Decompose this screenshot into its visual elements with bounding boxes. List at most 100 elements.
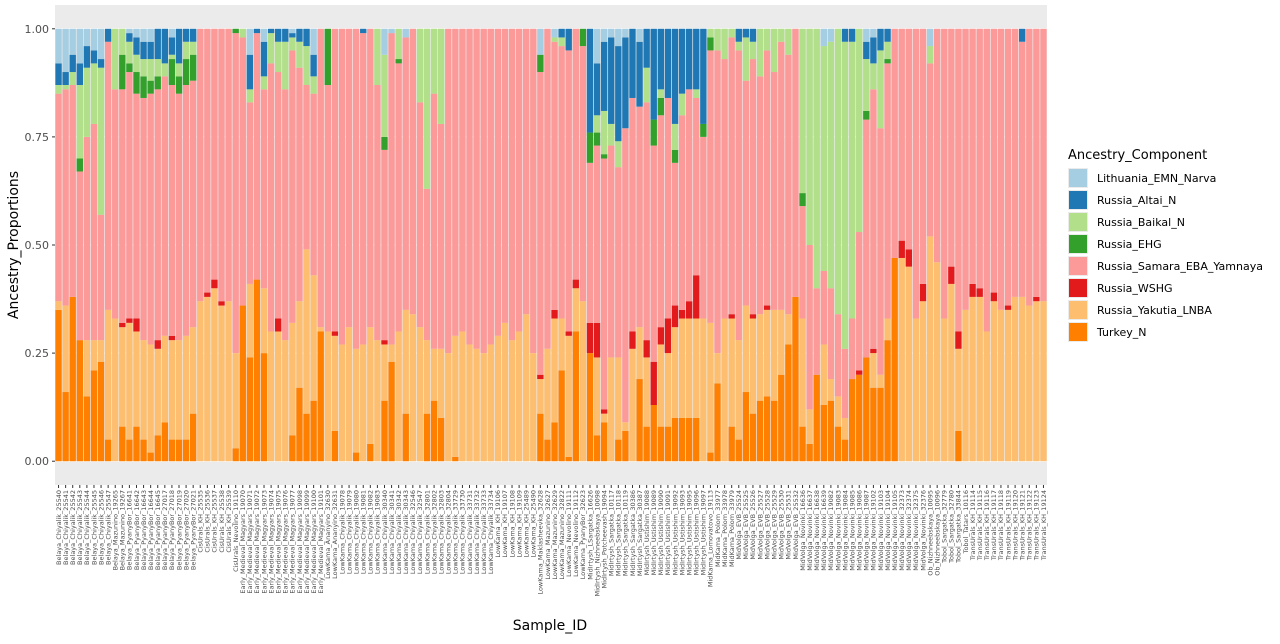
bar-segment [126, 33, 133, 42]
bar-segment [119, 327, 126, 427]
bar-segment [246, 102, 254, 284]
bar-segment [317, 28, 324, 328]
bar-segment [997, 28, 1005, 310]
bar-segment [331, 430, 339, 462]
x-tick-label: Belaya_PyanyBor_16645 [154, 490, 162, 570]
bar-segment [558, 318, 565, 371]
bar-segment [976, 28, 983, 289]
bar-segment [282, 89, 289, 341]
bar-segment [693, 275, 700, 319]
x-tick-label: Belaya_Mazunino_19267 [119, 490, 127, 570]
x-tick-label: MidIrtysh_Sargatka_10118 [615, 490, 623, 576]
bar-segment [600, 110, 608, 155]
bar-segment [735, 439, 742, 462]
bar-segment [735, 340, 742, 440]
bar-segment [76, 158, 83, 172]
bar-segment [140, 59, 147, 77]
bar-segment [891, 257, 898, 462]
bar-segment [657, 344, 665, 427]
bar-segment [848, 379, 856, 462]
bar-segment [806, 409, 813, 444]
bar-segment [685, 417, 693, 462]
x-tick-label: LowKama_Chiyalik_30341 [388, 490, 396, 574]
x-tick-label: LowKama_Chiyalik_32546 [409, 490, 417, 574]
x-tick-label: LowKama_Chiyalik_32547 [416, 490, 424, 574]
bar-segment [593, 145, 601, 323]
legend-title: Ancestry_Component [1068, 148, 1207, 163]
bar-segment [126, 63, 133, 73]
y-tick-label: 0.75 [25, 131, 50, 144]
legend-swatch [1069, 169, 1087, 187]
x-tick-label: MidIrtysh_Ustishim_19092 [671, 490, 679, 575]
bar-segment [650, 119, 657, 146]
bar-segment [763, 305, 771, 310]
bar-segment [863, 357, 870, 462]
x-tick-label: MidVolga_EVB_25532 [792, 490, 800, 560]
y-axis-title: Ancestry_Proportions [6, 171, 22, 319]
bar-segment [303, 46, 310, 85]
bar-segment [452, 456, 459, 462]
x-tick-label: MidVolga_Novinki_32375 [912, 490, 920, 571]
bar-segment [239, 305, 246, 462]
bar-segment [700, 28, 707, 124]
bar-segment [416, 102, 424, 328]
bar-segment [678, 417, 686, 462]
bar-segment [310, 93, 317, 276]
bar-segment [1033, 296, 1040, 302]
bar-segment [827, 379, 835, 401]
bar-segment [303, 413, 310, 462]
bar-segment [296, 28, 303, 42]
bar-segment [551, 28, 558, 38]
bar-segment [267, 33, 275, 64]
bar-segment [90, 28, 98, 51]
bar-segment [168, 340, 176, 440]
bar-segment [664, 426, 672, 462]
bar-segment [104, 41, 112, 310]
bar-segment [367, 327, 374, 444]
x-tick-label: MidVolga_Novinki_19085 [848, 490, 856, 571]
bar-segment [785, 314, 792, 345]
bar-segment [267, 331, 275, 462]
bar-segment [381, 149, 388, 341]
bar-segment [62, 392, 69, 462]
x-tick-label: Belaya_Chiyalik_25545 [90, 490, 98, 565]
x-tick-label: TransUrals_KH_19124 [1040, 490, 1048, 561]
bar-segment [657, 97, 665, 116]
bar-segment [657, 115, 665, 328]
bar-segment [452, 335, 459, 457]
bar-segment [863, 119, 870, 358]
bar-segment [678, 115, 686, 310]
bar-segment [168, 59, 176, 85]
bar-segment [671, 305, 679, 328]
bar-segment [168, 439, 176, 462]
bar-segment [778, 41, 785, 310]
x-tick-label: LowKama_Chiyalik_33731 [466, 490, 474, 574]
bar-segment [126, 439, 133, 462]
legend-label: Turkey_N [1096, 326, 1147, 339]
bar-segment [260, 76, 268, 90]
bar-segment [501, 28, 509, 323]
bar-segment [643, 67, 650, 103]
x-tick-label: LowKama_Mazunino_32822 [558, 490, 566, 580]
x-tick-label: LowKama_Ananyino_32630 [324, 490, 332, 579]
bar-segment [296, 41, 303, 68]
x-tick-label: Belaya_Chiyalik_25540 [55, 490, 63, 565]
bar-segment [799, 318, 806, 427]
bar-segment [841, 348, 849, 418]
bar-segment [537, 374, 544, 380]
bar-segment [218, 301, 225, 306]
bar-segment [615, 46, 622, 142]
bar-segment [147, 93, 154, 345]
bar-segment [246, 89, 254, 103]
bar-segment [615, 28, 622, 47]
bar-segment [856, 374, 863, 462]
bar-segment [175, 340, 183, 440]
bar-segment [848, 28, 856, 42]
legend-label: Russia_Samara_EBA_Yamnaya [1097, 260, 1263, 273]
bar-segment [374, 340, 381, 462]
bar-segment [430, 400, 438, 462]
bar-segment [112, 89, 119, 319]
bar-segment [650, 405, 657, 462]
bar-segment [693, 97, 700, 276]
bar-segment [133, 37, 140, 55]
